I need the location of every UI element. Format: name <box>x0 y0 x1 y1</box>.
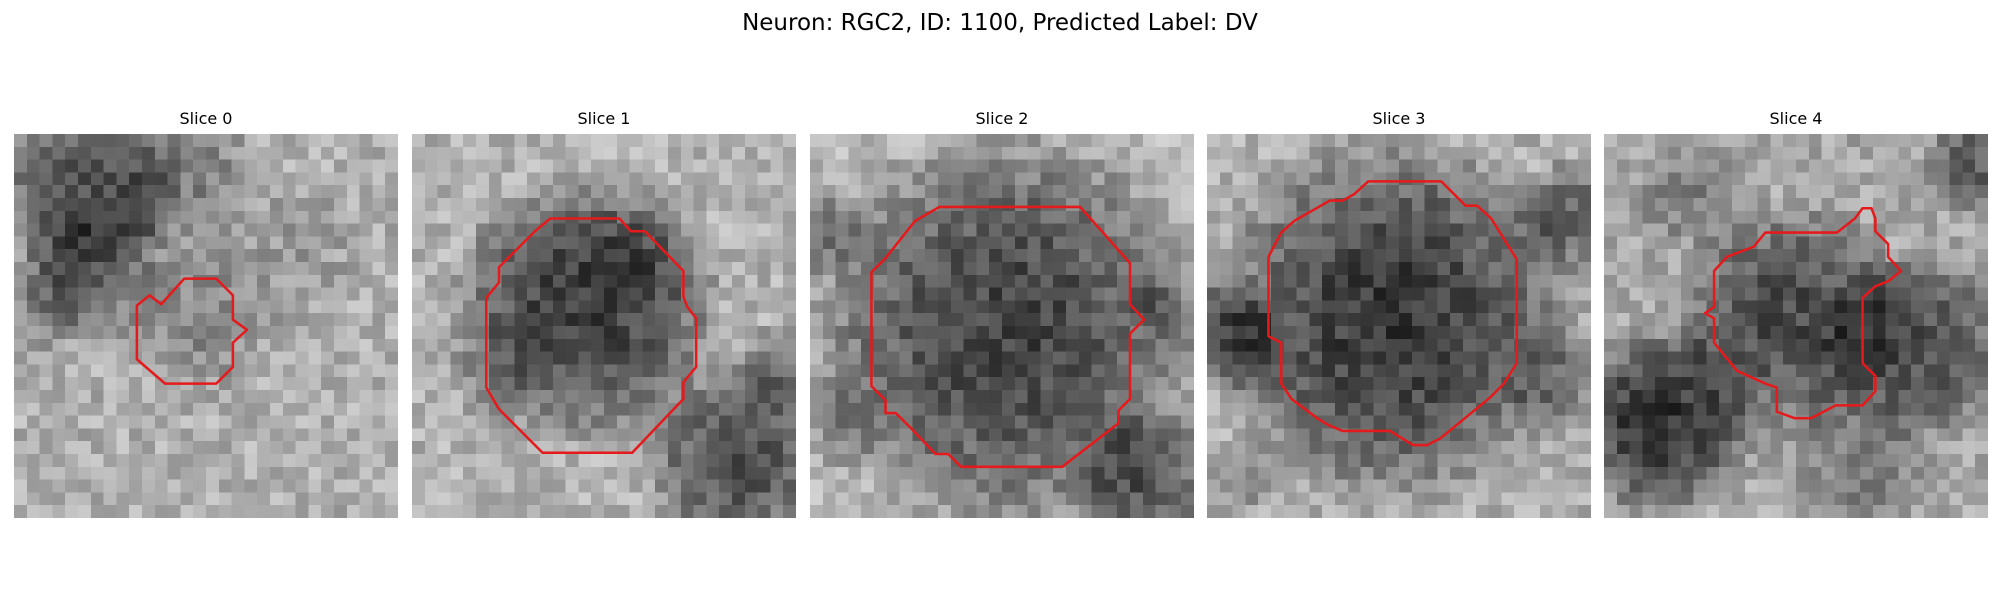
slice-image-2 <box>810 134 1194 518</box>
neuron-contour <box>870 205 1146 469</box>
neuron-contour <box>1703 206 1903 420</box>
neuron-contour <box>484 217 698 454</box>
slice-image-3 <box>1207 134 1591 518</box>
slice-title-1: Slice 1 <box>577 109 631 128</box>
neuron-contour <box>135 277 249 385</box>
grayscale-pixels <box>810 134 1194 518</box>
slice-panel-4: Slice 4 <box>1604 106 1988 518</box>
grayscale-pixels <box>14 134 398 518</box>
slice-image-1 <box>412 134 796 518</box>
figure-title: Neuron: RGC2, ID: 1100, Predicted Label:… <box>742 10 1258 36</box>
slice-title-3: Slice 3 <box>1372 109 1426 128</box>
grayscale-pixels <box>1604 134 1988 518</box>
grayscale-pixels <box>412 134 796 518</box>
slice-image-0 <box>14 134 398 518</box>
slice-panel-0: Slice 0 <box>14 106 398 518</box>
slice-image-4 <box>1604 134 1988 518</box>
slice-panel-1: Slice 1 <box>412 106 796 518</box>
neuron-contour <box>1267 180 1519 447</box>
slice-title-2: Slice 2 <box>975 109 1029 128</box>
grayscale-pixels <box>1207 134 1591 518</box>
slice-panel-2: Slice 2 <box>810 106 1194 518</box>
slice-title-0: Slice 0 <box>179 109 233 128</box>
slice-title-4: Slice 4 <box>1769 109 1823 128</box>
slice-panel-3: Slice 3 <box>1207 106 1591 518</box>
